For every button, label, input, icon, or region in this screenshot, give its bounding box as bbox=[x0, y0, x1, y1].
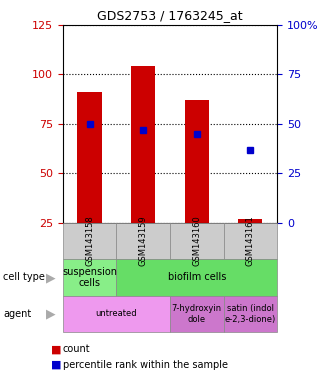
Text: GSM143160: GSM143160 bbox=[192, 215, 201, 266]
Text: ■: ■ bbox=[51, 344, 62, 354]
Text: biofilm cells: biofilm cells bbox=[168, 272, 226, 283]
Text: percentile rank within the sample: percentile rank within the sample bbox=[63, 360, 228, 370]
Text: ▶: ▶ bbox=[46, 271, 56, 284]
Text: GSM143159: GSM143159 bbox=[139, 216, 148, 266]
Bar bbox=[78, 92, 102, 223]
Text: GSM143158: GSM143158 bbox=[85, 215, 94, 266]
Text: untreated: untreated bbox=[95, 310, 137, 318]
Text: agent: agent bbox=[3, 309, 32, 319]
Bar bbox=[238, 219, 262, 223]
Text: count: count bbox=[63, 344, 90, 354]
Text: 7-hydroxyin
dole: 7-hydroxyin dole bbox=[172, 304, 222, 324]
Text: suspension
cells: suspension cells bbox=[62, 266, 117, 288]
Text: satin (indol
e-2,3-dione): satin (indol e-2,3-dione) bbox=[225, 304, 276, 324]
Bar bbox=[185, 100, 209, 223]
Text: ▶: ▶ bbox=[46, 308, 56, 320]
Text: GSM143161: GSM143161 bbox=[246, 215, 255, 266]
Text: ■: ■ bbox=[51, 360, 62, 370]
Title: GDS2753 / 1763245_at: GDS2753 / 1763245_at bbox=[97, 9, 243, 22]
Bar bbox=[131, 66, 155, 223]
Text: cell type: cell type bbox=[3, 272, 45, 283]
